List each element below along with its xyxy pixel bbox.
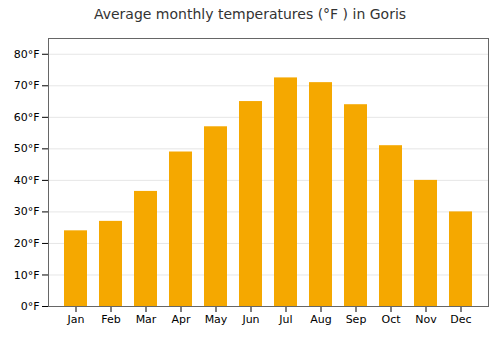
svg-text:Jun: Jun	[241, 313, 259, 326]
svg-text:May: May	[205, 313, 228, 326]
svg-text:Aug: Aug	[310, 313, 331, 326]
svg-text:20°F: 20°F	[14, 237, 40, 250]
svg-text:Nov: Nov	[415, 313, 437, 326]
svg-text:Mar: Mar	[136, 313, 157, 326]
svg-text:60°F: 60°F	[14, 111, 40, 124]
svg-text:Sep: Sep	[346, 313, 367, 326]
svg-text:Jan: Jan	[67, 313, 85, 326]
svg-text:70°F: 70°F	[14, 79, 40, 92]
svg-text:40°F: 40°F	[14, 174, 40, 187]
svg-text:50°F: 50°F	[14, 142, 40, 155]
svg-text:10°F: 10°F	[14, 268, 40, 281]
svg-text:Apr: Apr	[171, 313, 191, 326]
svg-text:80°F: 80°F	[14, 48, 40, 61]
svg-text:30°F: 30°F	[14, 205, 40, 218]
svg-text:Oct: Oct	[381, 313, 401, 326]
svg-text:Dec: Dec	[450, 313, 471, 326]
svg-text:0°F: 0°F	[21, 300, 40, 313]
svg-text:Feb: Feb	[101, 313, 120, 326]
html-text:Average monthly temperatures (: Average monthly temperatures (°F ) in Go…	[93, 6, 407, 22]
svg-text:Jul: Jul	[278, 313, 292, 326]
